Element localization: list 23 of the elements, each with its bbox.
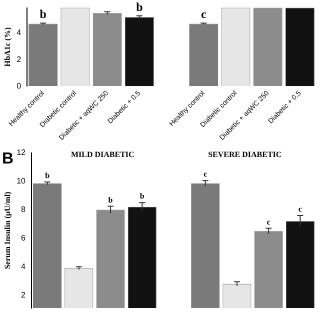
y-tick-label: 0 <box>16 81 22 90</box>
data-label: b <box>136 0 144 14</box>
text: B <box>2 150 14 168</box>
y-tick-label: 4 <box>21 262 26 271</box>
annotation: MILD DIABETIC <box>70 150 135 160</box>
data-label: c <box>200 7 207 22</box>
y-tick-label: 2 <box>21 290 26 300</box>
data-label: b <box>45 171 50 180</box>
y-tick-label: 10 <box>16 176 26 186</box>
y-axis-title: HbA1c (%) <box>2 26 12 67</box>
data-label: c <box>266 217 271 226</box>
data-label: c <box>298 204 302 214</box>
y-tick-label: 6 <box>21 233 26 242</box>
y-tick-label: 2 <box>16 54 22 64</box>
data-label: b <box>40 7 47 22</box>
data-label: b <box>140 192 145 201</box>
y-axis-title: Serum Insulin (µU/ml) <box>2 191 12 270</box>
data-label: b <box>108 195 114 204</box>
y-tick-label: 4 <box>16 28 22 38</box>
y-tick-label: 8 <box>21 204 26 214</box>
annotation: SEVERE DIABETIC <box>208 150 282 160</box>
data-label: c <box>204 170 208 179</box>
y-tick-label: 12 <box>16 148 26 158</box>
